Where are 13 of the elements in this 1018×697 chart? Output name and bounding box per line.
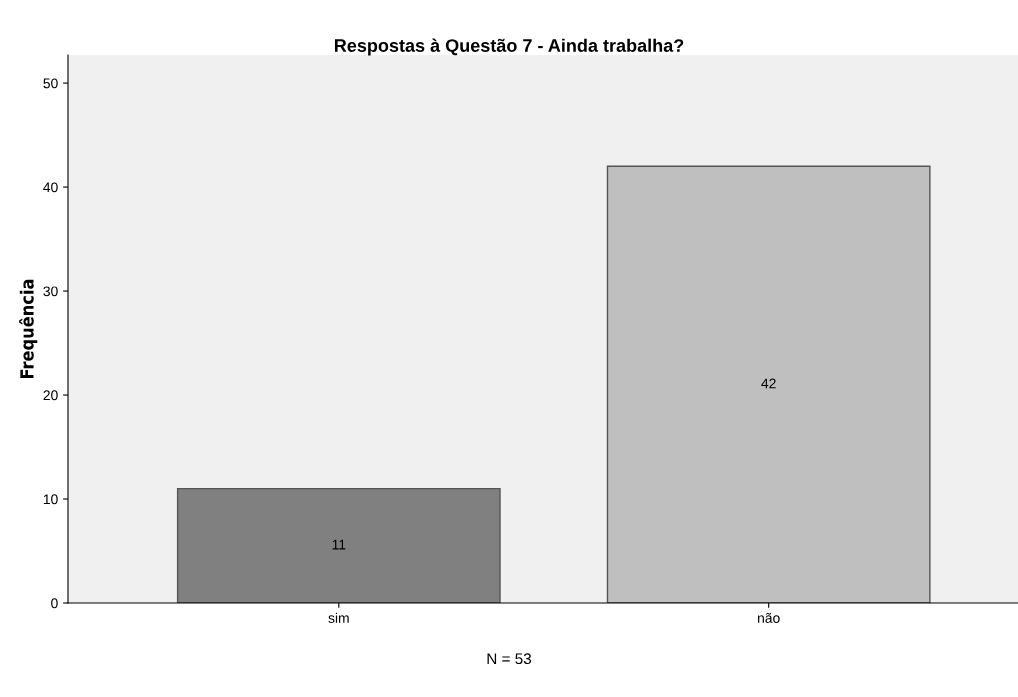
data-label: 11 — [332, 539, 346, 550]
y-tick-label: 20 — [43, 390, 58, 401]
x-tick-label: sim — [328, 612, 349, 623]
text: N = 53 — [487, 653, 532, 665]
chart-title: Respostas à Questão 7 - Ainda trabalha? — [334, 38, 684, 56]
data-label: 42 — [761, 378, 776, 389]
x-tick-label: não — [758, 612, 780, 623]
y-tick-label: 50 — [43, 78, 58, 89]
y-tick-label: 40 — [43, 182, 58, 193]
y-tick-label: 0 — [51, 598, 58, 609]
y-axis-title: Frequência — [19, 279, 38, 378]
y-tick-label: 30 — [43, 286, 58, 297]
y-tick-label: 10 — [43, 494, 58, 505]
